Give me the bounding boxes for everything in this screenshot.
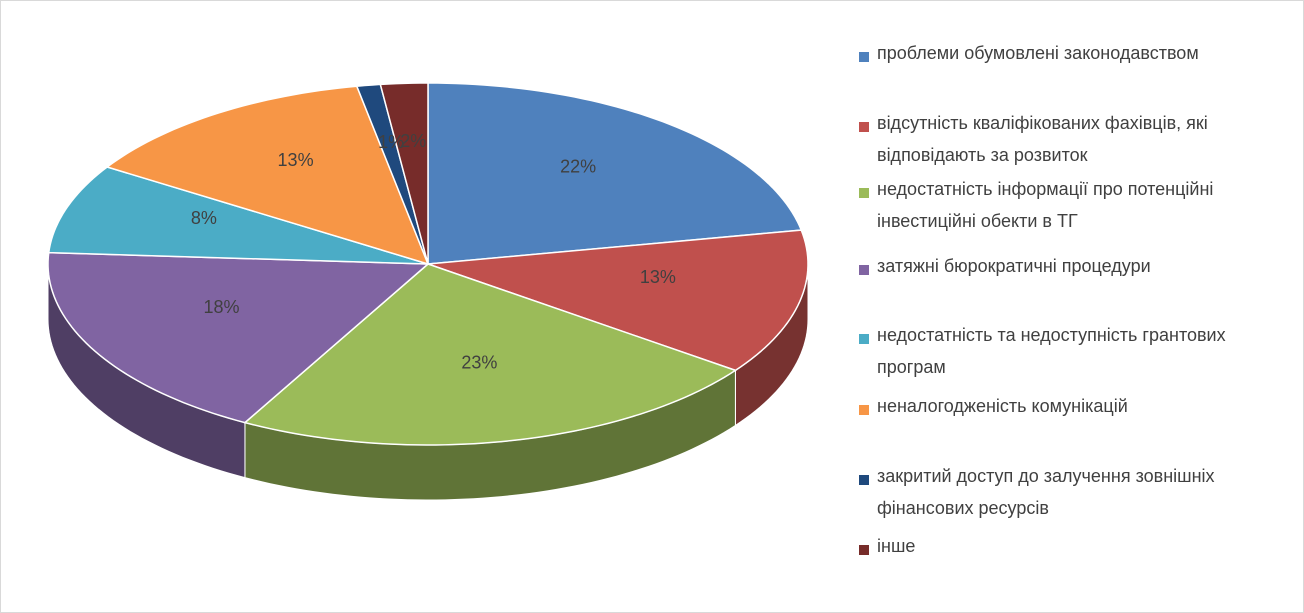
legend-swatch	[859, 52, 869, 62]
data-label: 1%	[378, 132, 404, 152]
legend-swatch	[859, 334, 869, 344]
slice	[47, 251, 430, 424]
legend-swatch	[859, 122, 869, 132]
slice	[427, 229, 809, 372]
legend-item: відсутність кваліфікованих фахівців, які…	[859, 113, 1289, 171]
slice	[427, 82, 803, 265]
legend-item: недостатність інформації про потенційні …	[859, 179, 1289, 237]
legend-swatch	[859, 188, 869, 198]
data-label: 8%	[191, 208, 217, 228]
legend-item: проблеми обумовлені законодавством	[859, 43, 1289, 69]
slice	[47, 166, 429, 265]
slice	[379, 82, 429, 265]
legend-swatch	[859, 545, 869, 555]
legend-label: відсутність кваліфікованих фахівців, які…	[877, 113, 1208, 165]
data-label: 13%	[278, 150, 314, 170]
pie-area: 22% 13% 23% 18% 8% 13% 1%2%	[47, 82, 809, 501]
data-label: 18%	[204, 297, 240, 317]
legend-label: недостатність інформації про потенційні …	[877, 179, 1214, 231]
legend-label: затяжні бюрократичні процедури	[877, 256, 1151, 276]
legend-item: затяжні бюрократичні процедури	[859, 256, 1289, 282]
legend-item: неналогодженість комунікацій	[859, 396, 1289, 422]
legend-item: закритий доступ до залучення зовнішніх ф…	[859, 466, 1289, 524]
legend-swatch	[859, 265, 869, 275]
legend-label: закритий доступ до залучення зовнішніх ф…	[877, 466, 1215, 518]
data-label: 23%	[461, 352, 497, 372]
data-label: 2%	[400, 131, 426, 151]
legend-label: неналогодженість комунікацій	[877, 396, 1128, 416]
legend-swatch	[859, 405, 869, 415]
data-label: 22%	[560, 156, 596, 176]
slice	[105, 85, 430, 266]
legend-label: проблеми обумовлені законодавством	[877, 43, 1199, 63]
legend-item: інше	[859, 536, 1289, 562]
slice	[243, 263, 738, 446]
legend-label: інше	[877, 536, 916, 556]
legend-label: недостатність та недоступність грантових…	[877, 325, 1226, 377]
legend-item: недостатність та недоступність грантових…	[859, 325, 1289, 383]
legend-swatch	[859, 475, 869, 485]
data-label: 13%	[640, 267, 676, 287]
